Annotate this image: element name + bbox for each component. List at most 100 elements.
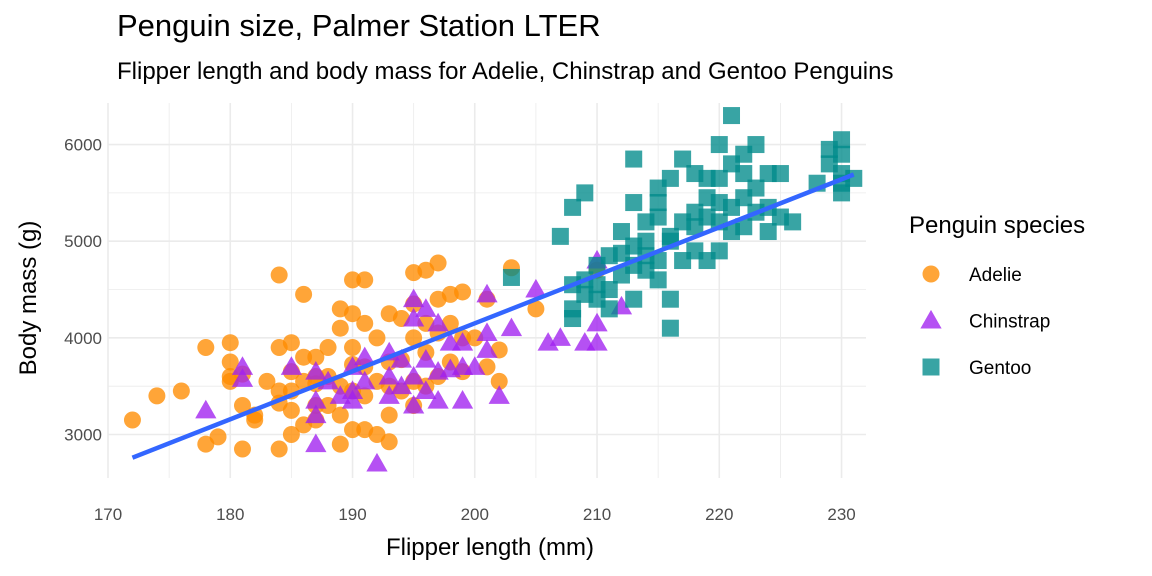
chinstrap-point: [403, 365, 425, 385]
legend: Penguin species Adelie Chinstrap Gentoo: [909, 212, 1085, 379]
adelie-point: [307, 348, 325, 366]
chinstrap-point: [305, 361, 327, 380]
gentoo-point: [649, 252, 667, 270]
gentoo-point: [710, 136, 728, 154]
adelie-point: [295, 285, 313, 303]
adelie-point: [331, 406, 349, 424]
x-tick-label: 200: [461, 505, 489, 524]
adelie-point: [356, 387, 374, 405]
y-tick-label: 3000: [64, 426, 102, 445]
adelie-point: [209, 428, 227, 446]
gentoo-point: [747, 179, 765, 197]
chinstrap-point: [586, 312, 608, 332]
gentoo-point: [625, 150, 643, 168]
gentoo-point: [661, 169, 679, 187]
adelie-point: [282, 426, 300, 444]
chinstrap-point: [390, 348, 413, 368]
trend-line-group: [131, 172, 855, 460]
gentoo-point: [649, 271, 667, 289]
chinstrap-point: [403, 307, 425, 327]
chinstrap-point: [378, 365, 400, 385]
chinstrap-point: [195, 399, 217, 419]
adelie-point: [148, 387, 166, 405]
adelie-point: [282, 401, 300, 419]
legend-key-gentoo: [922, 358, 940, 376]
gentoo-point: [833, 145, 851, 163]
gentoo-point: [625, 290, 643, 308]
adelie-point: [172, 382, 190, 400]
chinstrap-point: [305, 390, 327, 409]
gentoo-point: [771, 165, 789, 183]
gentoo-point: [833, 131, 851, 149]
adelie-point: [282, 334, 300, 352]
adelie-point: [454, 283, 472, 301]
y-tick-label: 6000: [64, 136, 102, 155]
chinstrap-point: [354, 370, 376, 390]
adelie-point: [123, 411, 141, 429]
chinstrap-point: [341, 390, 364, 409]
y-axis-title: Body mass (g): [15, 221, 42, 376]
gentoo-point: [600, 281, 618, 299]
gentoo-point: [649, 208, 667, 226]
gentoo-point: [661, 227, 679, 245]
adelie-point: [258, 372, 276, 390]
chinstrap-point: [549, 327, 571, 346]
gentoo-point: [564, 310, 582, 328]
adelie-point: [331, 435, 349, 453]
chinstrap-point: [403, 394, 425, 414]
gentoo-point: [502, 268, 520, 286]
chinstrap-point: [280, 356, 303, 375]
chinstrap-point: [525, 278, 547, 298]
adelie-point: [331, 319, 349, 337]
chinstrap-point: [476, 339, 498, 358]
adelie-point: [233, 440, 251, 458]
tick-labels: 170 180 190 200 210 220 230 3000 4000 5000 6000: [64, 136, 856, 524]
adelie-point: [417, 261, 435, 279]
adelie-point: [270, 440, 288, 458]
gentoo-point: [576, 184, 594, 202]
chinstrap-point: [427, 390, 449, 409]
chart-title: Penguin size, Palmer Station LTER: [117, 8, 601, 43]
legend-key-adelie: [922, 265, 940, 283]
chinstrap-point: [537, 332, 559, 351]
gentoo-point: [551, 227, 569, 245]
adelie-point: [233, 397, 251, 415]
adelie-point: [380, 433, 398, 451]
y-tick-label: 4000: [64, 329, 102, 348]
chinstrap-point: [415, 380, 437, 399]
legend-title: Penguin species: [909, 212, 1085, 239]
y-tick-label: 5000: [64, 232, 102, 251]
gentoo-point: [674, 150, 692, 168]
chinstrap-point: [329, 385, 351, 404]
adelie-point: [344, 271, 362, 289]
adelie-point: [295, 348, 313, 366]
gentoo-point: [735, 165, 753, 183]
adelie-point: [356, 314, 374, 332]
gentoo-point: [747, 136, 765, 154]
gentoo-point: [600, 300, 618, 318]
x-tick-label: 180: [216, 505, 244, 524]
gentoo-point: [661, 319, 679, 337]
gentoo-point: [735, 218, 753, 236]
adelie-point: [429, 254, 447, 272]
chinstrap-point: [500, 317, 523, 337]
chinstrap-point: [464, 356, 486, 375]
gentoo-point: [625, 194, 643, 212]
gentoo-point: [612, 223, 630, 241]
chinstrap-point: [415, 348, 437, 368]
adelie-point: [197, 435, 215, 453]
chinstrap-point: [451, 332, 474, 351]
chinstrap-point: [415, 298, 437, 317]
chinstrap-point: [427, 312, 449, 332]
chart-subtitle: Flipper length and body mass for Adelie,…: [117, 58, 894, 85]
adelie-point: [270, 382, 288, 400]
adelie-point: [368, 329, 386, 347]
chinstrap-point: [341, 380, 364, 399]
gentoo-point: [723, 107, 741, 125]
adelie-point: [221, 353, 239, 371]
adelie-point: [319, 339, 337, 357]
x-tick-label: 170: [94, 505, 122, 524]
x-tick-label: 230: [827, 505, 855, 524]
legend-label-adelie: Adelie: [969, 265, 1022, 286]
